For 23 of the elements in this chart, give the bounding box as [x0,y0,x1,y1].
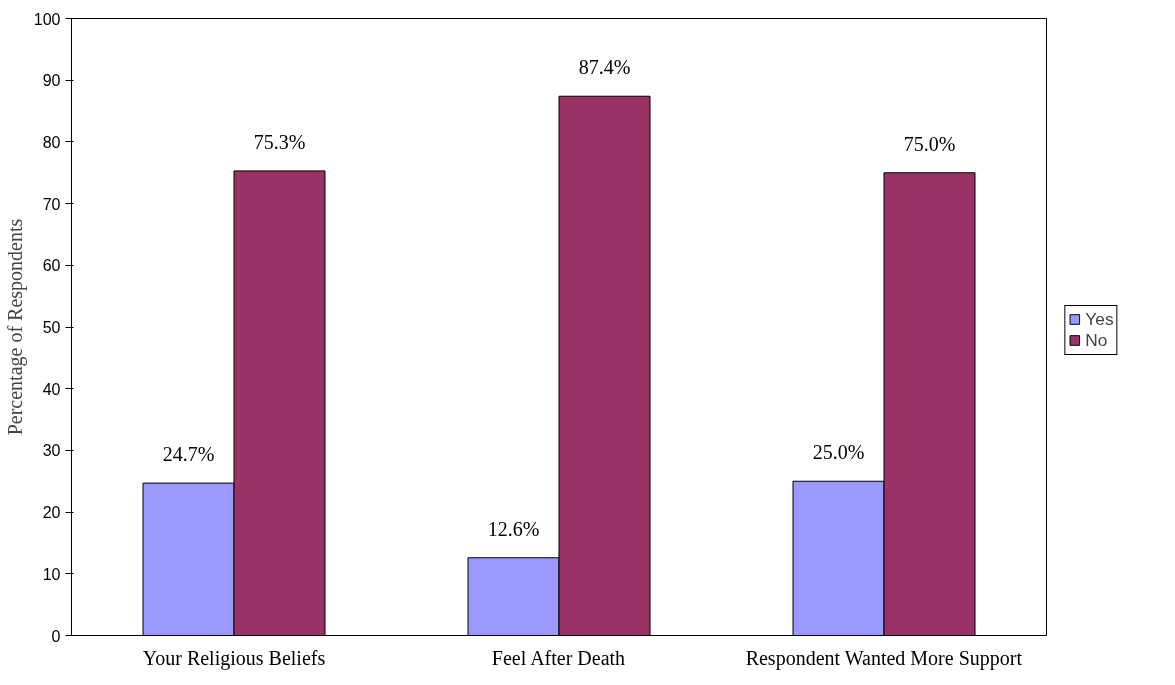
y-tick-label: 40 [42,380,61,398]
data-label: 75.3% [253,130,306,153]
data-label: 12.6% [487,517,540,540]
y-tick-label: 100 [33,10,61,28]
data-label: 75.0% [903,132,956,155]
data-label: 87.4% [578,56,631,79]
y-tick-label: 0 [51,627,61,645]
y-tick-label: 80 [42,133,61,151]
y-tick-label: 60 [42,257,61,275]
x-tick-label: Feel After Death [491,646,626,669]
x-tick-label: Respondent Wanted More Support [745,646,1023,670]
legend-label: Yes [1085,308,1114,330]
y-tick-label: 70 [42,195,61,213]
data-label: 24.7% [162,443,215,466]
y-tick-label: 20 [42,504,61,522]
data-label: 25.0% [812,441,865,464]
y-tick-label: 50 [42,319,61,336]
x-tick-label: Your Religious Beliefs [142,646,326,670]
y-axis-title: Percentage of Respondents [3,218,27,436]
y-tick-label: 10 [42,565,61,583]
y-tick-label: 90 [42,72,61,90]
legend-label: No [1085,329,1108,351]
y-tick-label: 30 [42,442,61,460]
